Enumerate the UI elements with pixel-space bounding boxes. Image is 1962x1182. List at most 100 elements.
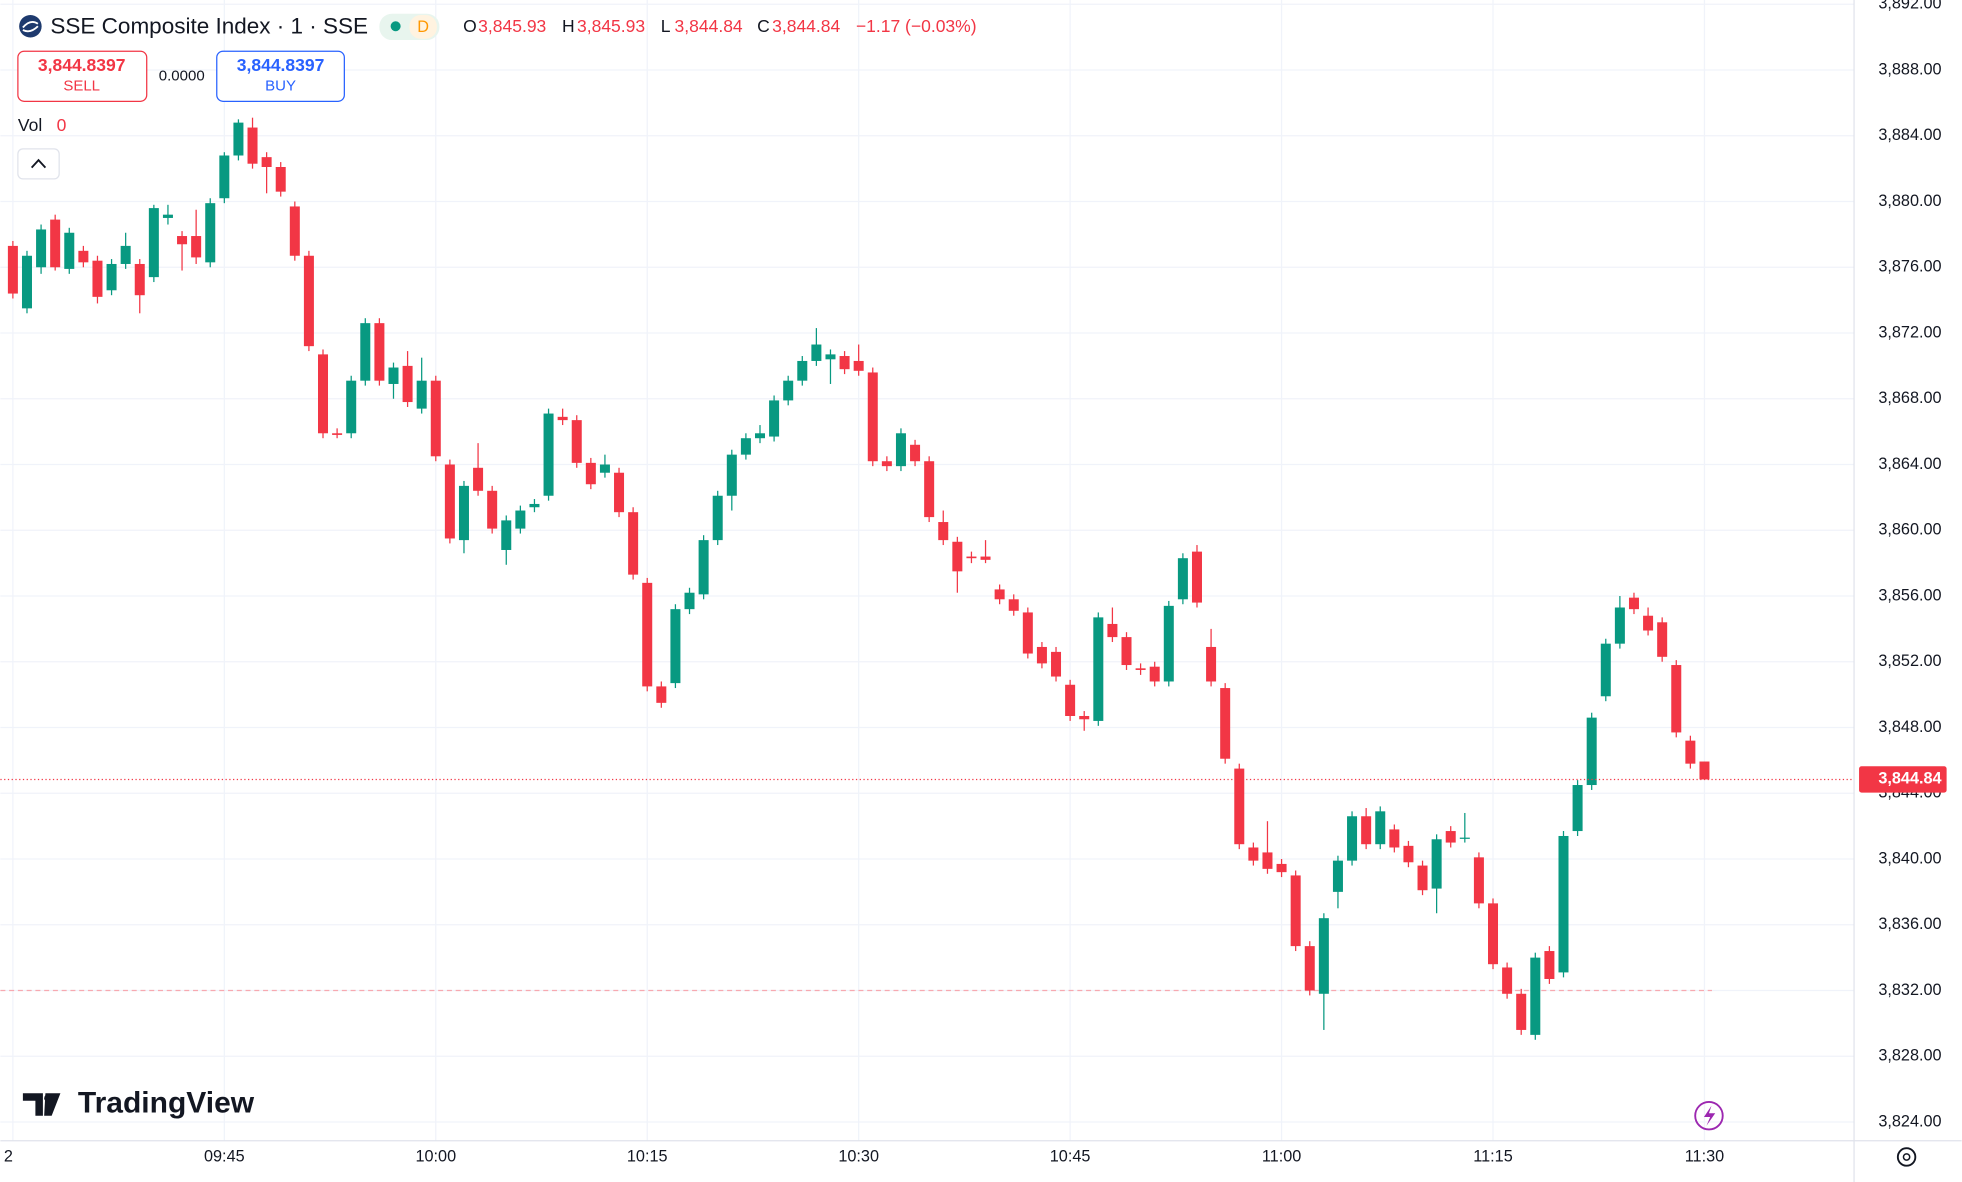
candle-body [177, 236, 188, 245]
candle-body [754, 433, 766, 439]
tv-logo-mark [22, 1093, 61, 1116]
candle-body [1093, 617, 1104, 721]
candle-body [698, 540, 709, 595]
sell-price: 3,844.8397 [38, 55, 126, 75]
legend-h-label: H [562, 16, 575, 36]
tv-logo-text[interactable]: TradingView [78, 1086, 255, 1119]
y-tick-label: 3,872.00 [1878, 323, 1941, 341]
candle-body [1671, 665, 1682, 733]
candle-body [332, 433, 343, 435]
candle-body [670, 609, 681, 684]
y-tick-label: 3,824.00 [1878, 1112, 1941, 1130]
candle-body [162, 214, 173, 218]
candle-body [1417, 865, 1428, 891]
candle-body [867, 372, 878, 462]
candle-body [1375, 811, 1386, 845]
symbol-logo [19, 15, 42, 38]
candle-body [1657, 622, 1668, 657]
candle-body [571, 420, 582, 463]
candle-body [1544, 951, 1555, 979]
candle-body [557, 416, 568, 421]
x-tick-label: 2 [4, 1147, 13, 1165]
candle-body [1516, 993, 1527, 1030]
candle-body [1488, 903, 1499, 965]
x-tick-label: 09:45 [204, 1147, 245, 1165]
y-tick-label: 3,840.00 [1878, 849, 1941, 867]
symbol-logo-mark [22, 21, 39, 33]
candle-body [148, 208, 159, 278]
candle-body [1403, 845, 1414, 863]
candle-body [1065, 684, 1076, 716]
candle-body [1149, 666, 1160, 682]
candle-body [1177, 558, 1188, 600]
candle-body [1699, 761, 1710, 780]
market-status-dot [390, 21, 401, 32]
candle-body [473, 467, 484, 491]
y-tick-label: 3,848.00 [1878, 718, 1941, 736]
buy-button[interactable] [216, 50, 345, 102]
legend-o: 3,845.93 [478, 16, 546, 36]
legend-change: −1.17 (−0.03%) [856, 16, 977, 36]
settings-icon [1902, 1153, 1911, 1161]
candle-body [1445, 831, 1456, 843]
candle-body [726, 454, 737, 496]
candle-body [360, 323, 371, 381]
candle-body [684, 592, 695, 610]
candle-body [501, 520, 512, 550]
legend-c-label: C [757, 16, 770, 36]
x-tick-label: 11:00 [1262, 1147, 1301, 1165]
settings-button[interactable] [1896, 1147, 1917, 1167]
candle-body [1191, 551, 1202, 603]
collapse-button[interactable] [17, 148, 60, 180]
candle-body [247, 127, 258, 164]
legend-l-label: L [661, 16, 671, 36]
candle-body [585, 462, 596, 485]
candle-body [402, 365, 413, 403]
y-tick-label: 3,892.00 [1878, 0, 1941, 13]
candle-body [134, 263, 145, 296]
candle-body [1628, 597, 1639, 610]
candle-body [628, 512, 639, 575]
candle-body [1121, 637, 1132, 666]
candle-body [1248, 847, 1259, 861]
candle-body [303, 255, 314, 347]
candle-body [656, 686, 667, 703]
candle-body [614, 472, 625, 513]
lightning-button[interactable] [1694, 1101, 1724, 1131]
legend-c: 3,844.84 [772, 16, 840, 36]
candle-body [910, 444, 921, 462]
candle-body [1459, 837, 1470, 839]
buy-price: 3,844.8397 [237, 55, 325, 75]
candle-body [261, 157, 272, 167]
last-price-tag [1859, 766, 1947, 793]
candle-body [1022, 612, 1033, 654]
y-tick-label: 3,832.00 [1878, 981, 1941, 999]
candle-body [1473, 857, 1484, 904]
candle-body [1318, 918, 1329, 994]
sell-button[interactable] [17, 50, 148, 102]
candle-body [36, 229, 47, 268]
candle-body [1530, 957, 1541, 1035]
candle-body [289, 206, 300, 256]
candle-body [78, 250, 89, 263]
grid [0, 0, 1855, 1141]
candle-body [1107, 623, 1118, 638]
candle-body [1276, 863, 1287, 873]
symbol-title[interactable]: SSE Composite Index · 1 · SSE [50, 13, 368, 38]
y-tick-label: 3,828.00 [1878, 1047, 1941, 1065]
candle-body [1290, 875, 1301, 947]
candle-body [1361, 816, 1372, 845]
candle-body [924, 461, 935, 518]
sell-label: SELL [63, 77, 100, 94]
x-tick-label: 10:15 [627, 1147, 668, 1165]
candle-body [1502, 967, 1513, 994]
chevron-up [30, 158, 47, 169]
y-tick-label: 3,884.00 [1878, 126, 1941, 144]
candle-body [740, 438, 751, 455]
candle-body [1347, 816, 1358, 861]
candle-body [1051, 651, 1062, 677]
volume-value: 0 [57, 115, 67, 135]
candle-body [1008, 599, 1019, 611]
